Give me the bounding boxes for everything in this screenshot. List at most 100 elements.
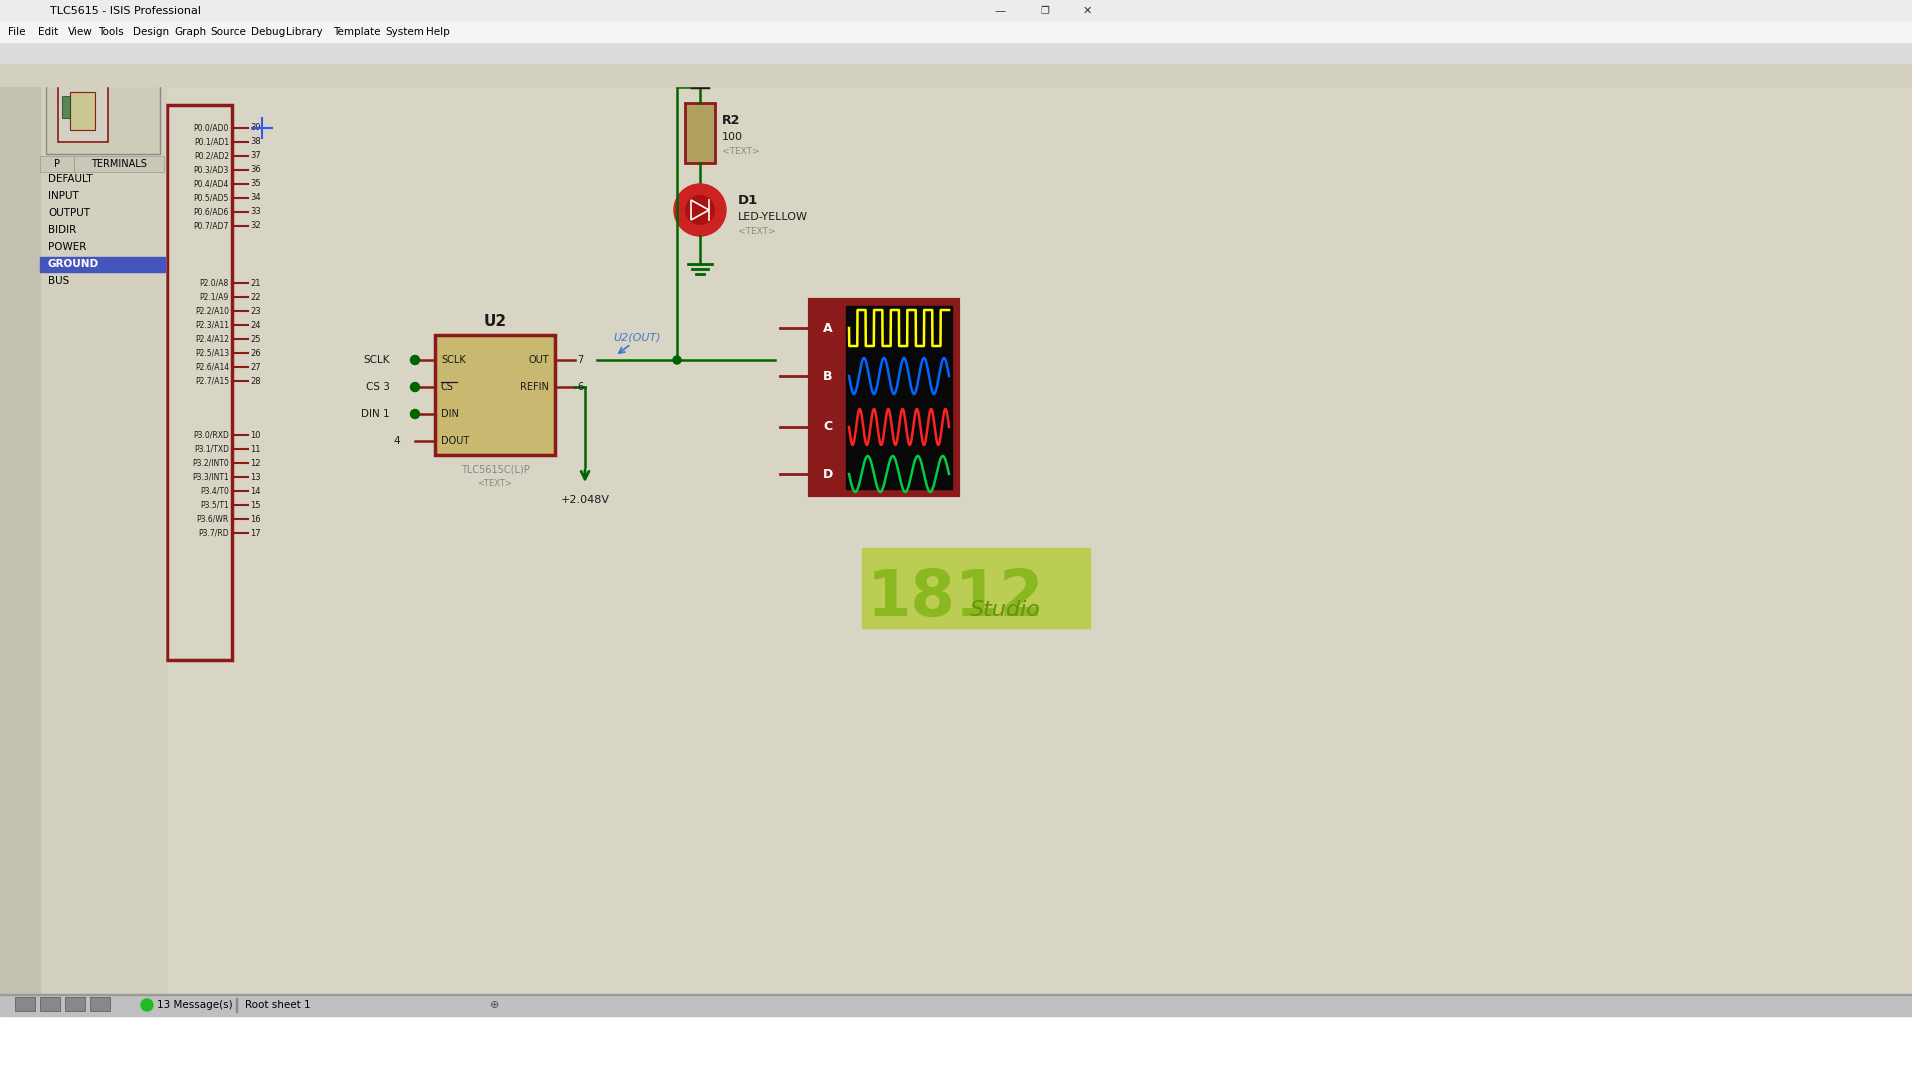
Text: U2(OUT): U2(OUT)	[614, 333, 662, 343]
Text: Edit: Edit	[38, 27, 57, 37]
Bar	[166, 105, 231, 660]
Text: 35: 35	[250, 179, 260, 189]
Bar	[0, 0, 1912, 22]
Bar	[57, 82, 107, 141]
Text: File: File	[8, 27, 25, 37]
Text: P3.7/RD: P3.7/RD	[199, 528, 229, 538]
Text: DIN 1: DIN 1	[361, 409, 390, 419]
Text: Tools: Tools	[98, 27, 124, 37]
Circle shape	[673, 356, 681, 364]
Bar	[75, 156, 164, 172]
Text: P2.4/A12: P2.4/A12	[195, 335, 229, 343]
Text: BUS: BUS	[48, 276, 69, 286]
Bar	[71, 92, 96, 130]
Bar	[0, 42, 1912, 64]
Bar	[40, 156, 75, 172]
Text: P2.6/A14: P2.6/A14	[195, 363, 229, 372]
Text: BIDIR: BIDIR	[48, 225, 76, 235]
Text: Library: Library	[287, 27, 323, 37]
Text: OUT: OUT	[528, 355, 549, 365]
Text: DIN: DIN	[442, 409, 459, 419]
Text: POWER: POWER	[48, 242, 86, 252]
Text: B: B	[824, 369, 834, 382]
Text: SCLK: SCLK	[442, 355, 467, 365]
Text: P3.1/TXD: P3.1/TXD	[193, 445, 229, 454]
Text: ⊕: ⊕	[489, 1000, 499, 1010]
Text: 24: 24	[250, 321, 260, 329]
Bar	[90, 997, 111, 1011]
Text: View: View	[69, 27, 94, 37]
Bar	[436, 335, 554, 455]
Bar	[46, 70, 161, 154]
Bar	[845, 306, 952, 489]
Text: P2.7/A15: P2.7/A15	[195, 377, 229, 386]
Text: REFIN: REFIN	[520, 382, 549, 392]
Circle shape	[686, 195, 715, 225]
Text: CS 3: CS 3	[365, 382, 390, 392]
Text: P2.0/A8: P2.0/A8	[199, 279, 229, 287]
Bar	[15, 997, 34, 1011]
Text: 34: 34	[250, 193, 260, 203]
Text: 27: 27	[250, 363, 260, 372]
Text: Studio: Studio	[969, 600, 1040, 620]
Text: 13 Message(s): 13 Message(s)	[157, 1000, 233, 1010]
Text: 13: 13	[250, 473, 260, 482]
Text: 21: 21	[250, 279, 260, 287]
Text: TLC5615C(L)P: TLC5615C(L)P	[461, 465, 530, 475]
Text: 33: 33	[250, 207, 260, 216]
Text: 32: 32	[250, 221, 260, 230]
Text: 100: 100	[723, 132, 744, 141]
Text: 17: 17	[250, 528, 260, 538]
Text: A: A	[824, 322, 834, 335]
Text: Design: Design	[134, 27, 170, 37]
Bar	[65, 997, 84, 1011]
Text: 37: 37	[250, 151, 260, 161]
Text: Root sheet 1: Root sheet 1	[245, 1000, 310, 1010]
Text: +2.048V: +2.048V	[560, 495, 610, 505]
Text: P3.3/INT1: P3.3/INT1	[193, 473, 229, 482]
Text: CS: CS	[442, 382, 453, 392]
Text: C: C	[824, 420, 832, 433]
Text: 39: 39	[250, 123, 260, 133]
Text: 6: 6	[577, 382, 583, 392]
Text: P0.3/AD3: P0.3/AD3	[193, 165, 229, 175]
Text: P2.2/A10: P2.2/A10	[195, 307, 229, 315]
Text: System: System	[384, 27, 424, 37]
Text: 14: 14	[250, 486, 260, 496]
Circle shape	[675, 184, 727, 237]
Text: ❐: ❐	[1040, 6, 1050, 16]
Text: 22: 22	[250, 293, 260, 301]
Circle shape	[141, 999, 153, 1011]
Text: 16: 16	[250, 514, 260, 524]
Text: —: —	[994, 6, 1006, 16]
Text: P0.6/AD6: P0.6/AD6	[193, 207, 229, 216]
Text: TERMINALS: TERMINALS	[92, 159, 147, 168]
Bar	[0, 22, 1912, 42]
Text: P2.5/A13: P2.5/A13	[195, 349, 229, 357]
Text: P3.2/INT0: P3.2/INT0	[193, 459, 229, 468]
Bar	[811, 300, 958, 495]
Text: P3.4/T0: P3.4/T0	[201, 486, 229, 496]
Text: Help: Help	[426, 27, 449, 37]
Text: U2: U2	[484, 313, 507, 328]
Text: P2.3/A11: P2.3/A11	[195, 321, 229, 329]
Bar	[164, 64, 1912, 996]
Text: Template: Template	[333, 27, 380, 37]
Text: <TEXT>: <TEXT>	[723, 147, 759, 156]
Text: P0.4/AD4: P0.4/AD4	[193, 179, 229, 189]
Text: P0.7/AD7: P0.7/AD7	[193, 221, 229, 230]
Text: P3.6/WR: P3.6/WR	[197, 514, 229, 524]
Bar	[0, 64, 1912, 86]
Text: <TEXT>: <TEXT>	[478, 480, 512, 488]
Text: D: D	[822, 468, 834, 481]
Bar	[0, 64, 40, 1004]
Bar	[40, 257, 164, 272]
Bar	[40, 997, 59, 1011]
Text: 26: 26	[250, 349, 260, 357]
Bar	[684, 103, 715, 163]
Bar	[164, 64, 1075, 996]
Circle shape	[411, 409, 419, 418]
Text: 4: 4	[394, 436, 400, 446]
Text: 28: 28	[250, 377, 260, 386]
Circle shape	[411, 382, 419, 391]
